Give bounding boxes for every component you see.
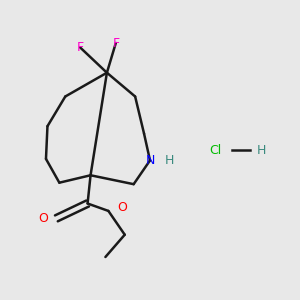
Text: H: H (165, 154, 174, 167)
Text: N: N (145, 154, 155, 167)
Text: O: O (117, 202, 127, 214)
Text: F: F (112, 37, 119, 50)
Text: F: F (76, 41, 84, 54)
Text: H: H (257, 143, 266, 157)
Text: Cl: Cl (209, 143, 221, 157)
Text: O: O (38, 212, 48, 225)
